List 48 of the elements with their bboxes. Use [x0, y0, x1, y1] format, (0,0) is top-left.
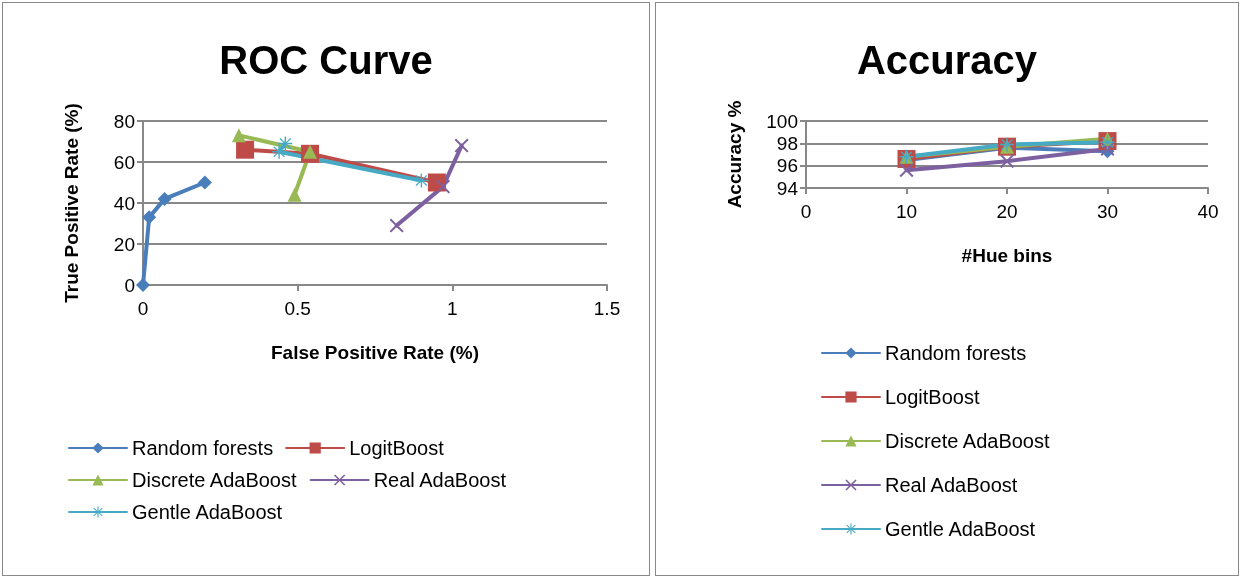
- x-tick-label: 0: [137, 298, 149, 319]
- y-tick-label: 0: [124, 274, 135, 296]
- x-tick-label: 40: [1197, 201, 1219, 222]
- legend-label: Random forests: [132, 437, 274, 459]
- legend-label: Gentle AdaBoost: [885, 518, 1036, 540]
- point: [157, 191, 172, 206]
- point: [287, 187, 302, 202]
- point: [136, 278, 150, 292]
- point: [436, 179, 451, 194]
- point: [389, 218, 404, 233]
- x-axis-title: #Hue bins: [961, 245, 1053, 266]
- legend-label: Gentle AdaBoost: [132, 501, 283, 523]
- y-tick-label: 98: [776, 132, 798, 154]
- chart-title: Accuracy: [856, 38, 1038, 82]
- legend-label: Real AdaBoost: [885, 474, 1018, 496]
- x-tick-label: 0: [800, 201, 812, 222]
- y-tick-label: 100: [766, 110, 798, 132]
- y-tick-label: 80: [113, 110, 135, 132]
- point: [197, 175, 212, 190]
- y-tick-label: 60: [113, 151, 135, 173]
- legend-label: Real AdaBoost: [373, 469, 507, 491]
- y-tick-label: 94: [776, 177, 799, 199]
- point: [142, 210, 157, 225]
- point: [236, 140, 255, 159]
- point: [303, 144, 318, 159]
- legend-label: Discrete AdaBoost: [132, 469, 297, 491]
- x-tick-label: 10: [895, 201, 918, 222]
- x-tick-label: 0.5: [284, 298, 311, 319]
- y-tick-label: 20: [113, 233, 135, 255]
- x-axis-title: False Positive Rate (%): [270, 342, 480, 363]
- y-axis-title: True Positive Rate (%): [61, 103, 82, 303]
- legend-label: Random forests: [885, 342, 1027, 364]
- point: [231, 128, 246, 143]
- legend-label: Discrete AdaBoost: [885, 430, 1050, 452]
- y-tick-label: 96: [776, 155, 798, 177]
- x-tick-label: 1.5: [593, 298, 621, 319]
- x-tick-label: 20: [996, 201, 1018, 222]
- chart-title: ROC Curve: [219, 38, 433, 82]
- point: [454, 138, 469, 153]
- x-tick-label: 30: [1096, 201, 1119, 222]
- point: [899, 163, 914, 178]
- legend-label: LogitBoost: [349, 437, 445, 459]
- legend-label: LogitBoost: [885, 386, 980, 408]
- y-axis-title: Accuracy %: [724, 100, 745, 209]
- point: [1000, 154, 1014, 169]
- point: [272, 144, 287, 159]
- x-tick-label: 1: [447, 298, 458, 319]
- point: [414, 173, 429, 188]
